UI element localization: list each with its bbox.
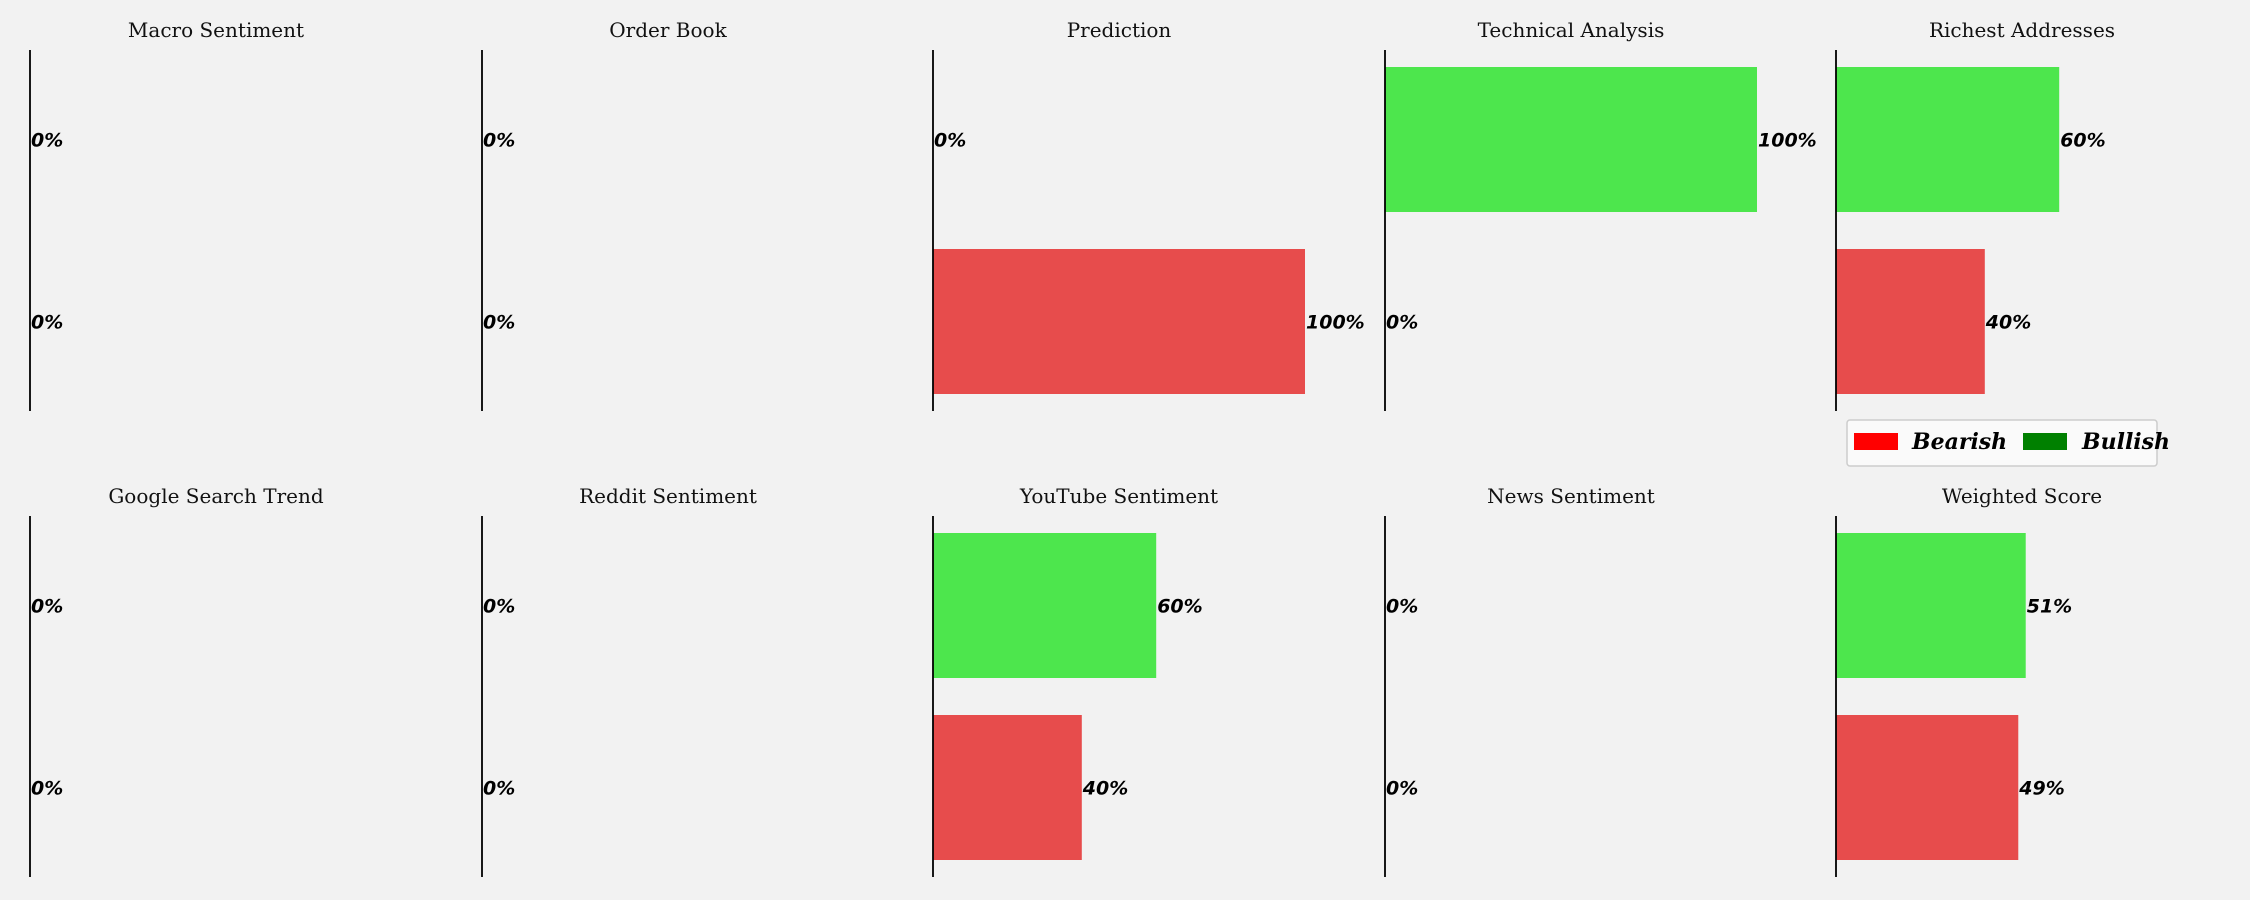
- bullish-bar: [1836, 67, 2060, 212]
- chart-panel: Google Search Trend 0% 0%: [29, 484, 324, 877]
- bullish-value-label: 60%: [1157, 596, 1202, 618]
- bearish-value-label: 40%: [1985, 312, 2031, 334]
- bearish-bar: [1836, 249, 1985, 394]
- panel-title: Technical Analysis: [1478, 18, 1665, 42]
- bearish-value-label: 0%: [31, 312, 63, 334]
- bearish-value-label: 0%: [483, 312, 515, 334]
- bullish-value-label: 51%: [2027, 596, 2072, 618]
- chart-panel: Macro Sentiment 0% 0%: [29, 18, 304, 411]
- panel-title: Macro Sentiment: [128, 18, 304, 42]
- panel-title: News Sentiment: [1487, 484, 1655, 508]
- chart-panel: Weighted Score 51% 49%: [1835, 484, 2102, 877]
- bullish-value-label: 0%: [31, 130, 63, 152]
- bearish-bar: [933, 715, 1082, 860]
- bullish-value-label: 60%: [2060, 130, 2105, 152]
- chart-panel: Order Book 0% 0%: [481, 18, 728, 411]
- bullish-value-label: 0%: [31, 596, 63, 618]
- bullish-value-label: 100%: [1758, 130, 1817, 152]
- bearish-value-label: 100%: [1306, 312, 1365, 334]
- panel-title: Google Search Trend: [108, 484, 324, 508]
- bearish-value-label: 0%: [483, 778, 515, 800]
- bullish-bar: [1385, 67, 1757, 212]
- bullish-value-label: 0%: [483, 130, 515, 152]
- bullish-bar: [933, 533, 1157, 678]
- legend-bearish-label: Bearish: [1911, 429, 2007, 455]
- panel-title: Prediction: [1067, 18, 1172, 42]
- bearish-bar: [1836, 715, 2019, 860]
- panel-title: Richest Addresses: [1929, 18, 2115, 42]
- panel-title: YouTube Sentiment: [1019, 484, 1218, 508]
- bearish-value-label: 40%: [1082, 778, 1128, 800]
- bullish-bar: [1836, 533, 2026, 678]
- chart-panel: YouTube Sentiment 60% 40%: [932, 484, 1218, 877]
- bearish-value-label: 0%: [31, 778, 63, 800]
- legend: Bearish Bullish: [1846, 419, 2170, 467]
- bullish-value-label: 0%: [483, 596, 515, 618]
- bearish-value-label: 0%: [1386, 312, 1418, 334]
- legend-bearish-swatch: [1854, 433, 1898, 450]
- bullish-value-label: 0%: [1386, 596, 1418, 618]
- chart-panel: Reddit Sentiment 0% 0%: [481, 484, 757, 877]
- chart-panel: Technical Analysis 100% 0%: [1384, 18, 1817, 411]
- legend-bullish-swatch: [2023, 433, 2067, 450]
- chart-panel: Richest Addresses 60% 40%: [1835, 18, 2115, 411]
- chart-panel: News Sentiment 0% 0%: [1384, 484, 1655, 877]
- legend-bullish-label: Bullish: [2081, 429, 2170, 455]
- panel-title: Order Book: [609, 18, 727, 42]
- bullish-value-label: 0%: [934, 130, 966, 152]
- legend-box: [1846, 419, 2158, 467]
- panel-title: Reddit Sentiment: [579, 484, 757, 508]
- bearish-value-label: 49%: [2018, 778, 2064, 800]
- chart-panel: Prediction 0% 100%: [932, 18, 1365, 411]
- bearish-bar: [933, 249, 1305, 394]
- bearish-value-label: 0%: [1386, 778, 1418, 800]
- panel-title: Weighted Score: [1942, 484, 2102, 508]
